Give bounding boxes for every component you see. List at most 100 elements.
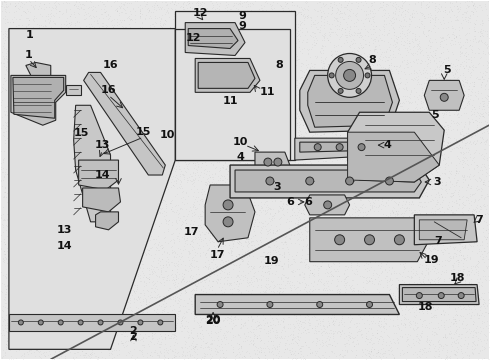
Point xyxy=(17,75,24,80)
Point xyxy=(237,181,245,186)
Polygon shape xyxy=(305,195,349,215)
Point xyxy=(330,116,338,122)
Point xyxy=(82,57,90,63)
Point xyxy=(245,279,253,285)
Point xyxy=(324,171,332,176)
Point xyxy=(350,190,358,196)
Point xyxy=(192,78,200,84)
Point xyxy=(417,112,425,118)
Point xyxy=(115,341,122,346)
Point xyxy=(97,101,105,107)
Point xyxy=(298,252,306,258)
Point xyxy=(220,52,228,58)
Point xyxy=(296,259,304,265)
Point xyxy=(306,85,314,91)
Point xyxy=(445,66,453,72)
Point xyxy=(260,64,268,70)
Point xyxy=(121,63,129,69)
Point xyxy=(257,147,265,153)
Point xyxy=(76,66,84,72)
Point xyxy=(182,308,190,314)
Point xyxy=(123,243,131,249)
Point xyxy=(168,156,175,161)
Point xyxy=(110,330,118,336)
Point xyxy=(0,130,7,135)
Point xyxy=(337,4,344,10)
Point xyxy=(167,335,175,341)
Point xyxy=(321,2,329,8)
Point xyxy=(114,176,122,182)
Point xyxy=(22,119,30,125)
Point xyxy=(36,135,44,141)
Point xyxy=(455,293,463,299)
Point xyxy=(205,126,213,132)
Point xyxy=(35,353,43,359)
Point xyxy=(128,352,136,358)
Point xyxy=(154,114,162,120)
Point xyxy=(31,286,39,292)
Point xyxy=(240,68,247,74)
Point xyxy=(235,262,243,267)
Point xyxy=(228,256,236,262)
Point xyxy=(353,68,361,73)
Point xyxy=(419,99,427,105)
Point xyxy=(65,33,73,39)
Point xyxy=(431,66,439,72)
Point xyxy=(311,42,319,48)
Point xyxy=(418,30,426,35)
Point xyxy=(94,356,101,360)
Point xyxy=(168,321,175,327)
Point xyxy=(366,107,373,113)
Point xyxy=(140,179,147,185)
Point xyxy=(8,17,16,22)
Point xyxy=(18,345,25,351)
Point xyxy=(354,153,362,159)
Point xyxy=(52,320,60,325)
Point xyxy=(185,334,193,340)
Point xyxy=(5,341,13,347)
Point xyxy=(346,149,354,154)
Point xyxy=(138,229,146,235)
Point xyxy=(51,171,59,177)
Point xyxy=(196,72,203,78)
Point xyxy=(29,235,37,241)
Point xyxy=(173,350,181,356)
Point xyxy=(166,90,173,96)
Point xyxy=(102,34,110,40)
Point xyxy=(299,353,307,359)
Point xyxy=(273,128,281,134)
Point xyxy=(171,203,179,209)
Point xyxy=(296,155,304,161)
Point xyxy=(166,103,174,109)
Point xyxy=(148,94,156,99)
Point xyxy=(172,202,179,208)
Point xyxy=(38,237,46,243)
Point xyxy=(198,80,206,86)
Point xyxy=(121,7,128,13)
Point xyxy=(179,20,187,26)
Point xyxy=(478,347,486,353)
Point xyxy=(130,300,138,305)
Point xyxy=(416,347,424,352)
Point xyxy=(220,122,227,128)
Point xyxy=(468,193,476,198)
Point xyxy=(96,0,103,4)
Point xyxy=(124,236,132,242)
Point xyxy=(268,315,276,321)
Point xyxy=(111,0,119,4)
Point xyxy=(189,169,197,175)
Point xyxy=(310,279,318,284)
Point xyxy=(302,195,310,201)
Point xyxy=(317,0,324,5)
Point xyxy=(176,13,184,19)
Point xyxy=(76,318,84,324)
Point xyxy=(210,180,218,186)
Point xyxy=(49,5,57,11)
Point xyxy=(415,337,423,343)
Point xyxy=(332,353,340,359)
Point xyxy=(123,71,131,77)
Point xyxy=(350,255,358,261)
Point xyxy=(437,50,445,55)
Point xyxy=(172,346,179,352)
Point xyxy=(251,124,259,130)
